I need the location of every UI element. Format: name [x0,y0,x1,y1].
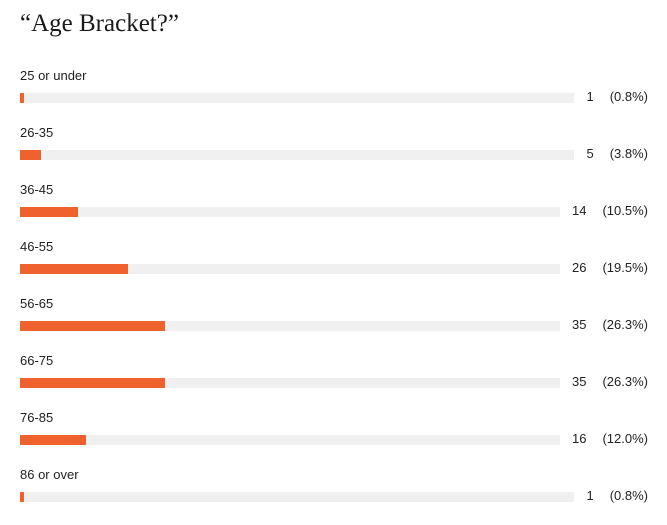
bar [20,207,79,217]
category-label: 86 or over [20,467,79,482]
category-label: 46-55 [20,239,54,254]
chart-title: “Age Bracket?” [20,10,179,37]
bar [20,321,166,331]
bar-row: 26-35 (3.8%) 5 [0,125,667,182]
bar-track [20,435,560,445]
percent-label: (10.5%) [602,203,648,218]
percent-label: (19.5%) [602,260,648,275]
bar-row: 36-45 (10.5%) 14 [0,182,667,239]
count-label: 35 [572,317,587,332]
bar-row: 25 or under (0.8%) 1 [0,68,667,125]
percent-label: (3.8%) [609,146,648,161]
bar [20,435,87,445]
count-label: 1 [586,488,594,503]
bar-track [20,150,575,160]
bar-row: 76-85 (12.0%) 16 [0,410,667,467]
bar-row: 66-75 (26.3%) 35 [0,353,667,410]
percent-label: (0.8%) [609,89,648,104]
percent-label: (26.3%) [602,374,648,389]
bar [20,150,41,160]
category-label: 36-45 [20,182,54,197]
count-label: 16 [572,431,587,446]
bar [20,93,25,103]
category-label: 26-35 [20,125,54,140]
percent-label: (12.0%) [602,431,648,446]
bar-track [20,264,560,274]
category-label: 25 or under [20,68,87,83]
category-label: 56-65 [20,296,54,311]
category-label: 66-75 [20,353,54,368]
percent-label: (26.3%) [602,317,648,332]
bar-track [20,93,575,103]
bar-track [20,207,560,217]
bar [20,264,128,274]
bar-track [20,321,560,331]
bar-track [20,492,575,502]
count-label: 26 [572,260,587,275]
bar-row: 86 or over (0.8%) 1 [0,467,667,524]
category-label: 76-85 [20,410,54,425]
bar-row: 46-55 (19.5%) 26 [0,239,667,296]
count-label: 35 [572,374,587,389]
bar-row: 56-65 (26.3%) 35 [0,296,667,353]
count-label: 1 [586,89,594,104]
count-label: 14 [572,203,587,218]
percent-label: (0.8%) [609,488,648,503]
bar [20,492,25,502]
bar [20,378,166,388]
bar-track [20,378,560,388]
count-label: 5 [586,146,594,161]
